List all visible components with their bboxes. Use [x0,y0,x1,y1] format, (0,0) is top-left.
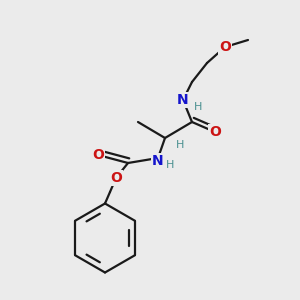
Text: H: H [194,102,202,112]
Text: O: O [219,40,231,54]
Text: N: N [152,154,164,168]
Text: H: H [166,160,174,170]
Text: O: O [92,148,104,162]
Text: O: O [110,171,122,185]
Text: O: O [209,125,221,139]
Text: H: H [176,140,184,150]
Text: N: N [177,93,189,107]
